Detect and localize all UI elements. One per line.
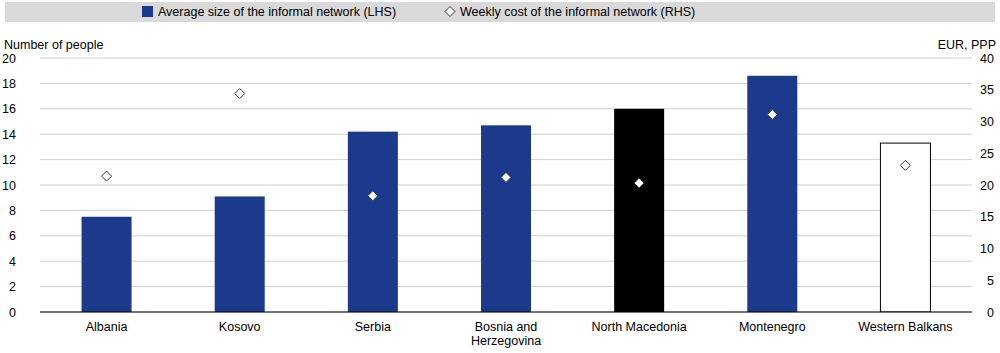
y2-tick-label: 15 <box>980 210 994 224</box>
grid-line <box>40 312 972 313</box>
y2-tick <box>972 280 975 281</box>
y2-tick-label: 0 <box>987 306 994 320</box>
y-tick-label: 0 <box>9 306 16 320</box>
legend-label: Average size of the informal network (LH… <box>158 5 396 19</box>
y-tick-label: 6 <box>9 229 16 243</box>
label-line: Herzegovina <box>471 334 541 348</box>
label-line: Bosnia and <box>475 320 538 334</box>
x-tick-label: Bosnia andHerzegovina <box>471 320 541 348</box>
y2-tick-label: 35 <box>980 83 994 97</box>
marker <box>102 171 112 181</box>
legend-background <box>5 2 995 22</box>
grid-line <box>40 83 972 84</box>
y2-tick <box>972 216 975 217</box>
legend-label: Weekly cost of the informal network (RHS… <box>460 5 695 19</box>
x-tick-label: Albania <box>86 320 128 334</box>
y-tick-label: 12 <box>2 153 16 167</box>
marker <box>634 178 644 188</box>
bar <box>614 109 664 312</box>
y2-tick-label: 25 <box>980 147 994 161</box>
marker <box>368 191 378 201</box>
y-tick-label: 4 <box>9 255 16 269</box>
y2-tick <box>972 185 975 186</box>
marker <box>501 172 511 182</box>
y-tick-label: 2 <box>9 280 16 294</box>
y2-tick-label: 40 <box>980 52 994 66</box>
bar <box>880 143 930 312</box>
y2-tick-label: 10 <box>980 242 994 256</box>
grid-line <box>40 108 972 109</box>
y-tick-label: 20 <box>2 52 16 66</box>
y-tick-label: 16 <box>2 102 16 116</box>
legend-swatch <box>142 6 153 17</box>
x-tick-label: Montenegro <box>739 320 806 334</box>
y-tick-label: 18 <box>2 77 16 91</box>
y-tick-label: 14 <box>2 128 16 142</box>
y-tick-label: 10 <box>2 179 16 193</box>
bar <box>481 125 531 312</box>
y2-axis-title: EUR, PPP <box>938 38 996 52</box>
bar <box>215 196 265 312</box>
y2-tick <box>972 89 975 90</box>
x-tick-label: Serbia <box>355 320 391 334</box>
grid-line <box>40 58 972 59</box>
x-tick-label: Western Balkans <box>858 320 952 334</box>
y2-tick <box>972 312 975 313</box>
y2-tick-label: 5 <box>987 274 994 288</box>
marker <box>900 160 910 170</box>
y-tick-label: 8 <box>9 204 16 218</box>
bar <box>82 217 132 312</box>
y2-tick <box>972 153 975 154</box>
marker <box>235 89 245 99</box>
plot-area <box>82 76 931 312</box>
y2-tick <box>972 248 975 249</box>
bar <box>348 132 398 312</box>
legend-swatch <box>445 7 455 17</box>
y2-tick <box>972 58 975 59</box>
bar <box>747 76 797 312</box>
x-tick-label: Kosovo <box>219 320 261 334</box>
marker <box>767 110 777 120</box>
y-axis-title: Number of people <box>4 38 103 52</box>
x-tick-label: North Macedonia <box>592 320 687 334</box>
y2-tick-label: 30 <box>980 115 994 129</box>
y2-tick-label: 20 <box>980 179 994 193</box>
legend: Average size of the informal network (LH… <box>5 2 995 22</box>
y2-tick <box>972 121 975 122</box>
chart: Average size of the informal network (LH… <box>0 0 1000 353</box>
x-axis <box>40 312 972 313</box>
